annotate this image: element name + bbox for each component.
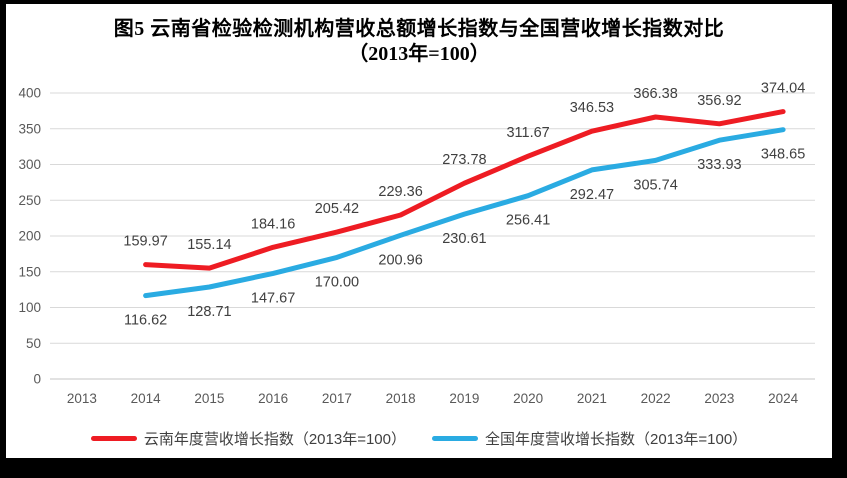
data-label: 159.97	[123, 234, 167, 250]
series-line-0	[143, 109, 786, 271]
yunnan-series-label: 云南年度营收增长指数（2013年=100）	[143, 431, 406, 448]
x-tick-label: 2017	[322, 391, 352, 406]
data-label: 273.78	[442, 152, 486, 168]
y-tick-label: 250	[18, 193, 41, 208]
series-line-1	[143, 127, 786, 299]
data-label: 184.16	[251, 216, 295, 232]
x-tick-label: 2015	[194, 391, 224, 406]
data-label: 305.74	[633, 177, 677, 193]
data-label: 292.47	[570, 187, 614, 203]
y-tick-label: 0	[33, 372, 41, 387]
legend-item-yunnan: 云南年度营收增长指数（2013年=100）	[90, 428, 406, 449]
y-tick-label: 350	[18, 121, 41, 136]
chart-subtitle-text: （2013年=100）	[348, 43, 490, 65]
data-label: 205.42	[315, 201, 359, 217]
y-tick-label: 400	[18, 86, 41, 101]
x-tick-label: 2014	[131, 391, 162, 406]
data-label: 366.38	[633, 86, 677, 102]
data-label: 256.41	[506, 213, 550, 229]
data-label: 147.67	[251, 290, 295, 306]
data-label: 200.96	[378, 252, 422, 268]
y-tick-label: 50	[26, 336, 41, 351]
data-label: 333.93	[697, 157, 741, 173]
legend: 云南年度营收增长指数（2013年=100） 全国年度营收增长指数（2013年=1…	[6, 428, 832, 449]
line-chart-plot: 0 50 100 150 200 250 300 350 400 2013 2014 2015 2016…	[18, 81, 815, 406]
data-label: 155.14	[187, 237, 231, 253]
data-label: 230.61	[442, 231, 486, 247]
data-label: 229.36	[378, 184, 422, 200]
x-tick-label: 2016	[258, 391, 288, 406]
legend-item-national: 全国年度营收增长指数（2013年=100）	[432, 428, 747, 449]
x-tick-label: 2021	[577, 391, 607, 406]
y-tick-label: 150	[18, 264, 41, 279]
y-tick-label: 300	[18, 157, 41, 172]
data-label: 128.71	[187, 304, 231, 320]
x-tick-label: 2024	[768, 391, 799, 406]
chart-title: 图5 云南省检验检测机构营收总额增长指数与全国营收增长指数对比 （2013年=1…	[6, 16, 832, 66]
data-label: 170.00	[315, 274, 359, 290]
y-tick-label: 100	[18, 300, 41, 315]
data-label: 346.53	[570, 100, 614, 116]
data-label: 348.65	[761, 147, 805, 163]
x-tick-label: 2019	[449, 391, 479, 406]
y-tick-label: 200	[18, 229, 41, 244]
data-label: 374.04	[761, 81, 805, 97]
data-label: 311.67	[506, 125, 549, 141]
national-series-label: 全国年度营收增长指数（2013年=100）	[485, 431, 748, 448]
x-tick-label: 2023	[704, 391, 734, 406]
x-tick-label: 2022	[641, 391, 671, 406]
national-series-swatch-icon	[432, 436, 478, 441]
chart-canvas: 图5 云南省检验检测机构营收总额增长指数与全国营收增长指数对比 （2013年=1…	[6, 4, 832, 458]
yunnan-series-swatch-icon	[90, 436, 137, 441]
data-label: 356.92	[697, 93, 741, 109]
x-tick-label: 2018	[386, 391, 416, 406]
data-label: 116.62	[124, 313, 167, 329]
x-tick-label: 2013	[67, 391, 97, 406]
chart-title-text: 图5 云南省检验检测机构营收总额增长指数与全国营收增长指数对比	[113, 18, 725, 40]
x-tick-label: 2020	[513, 391, 543, 406]
